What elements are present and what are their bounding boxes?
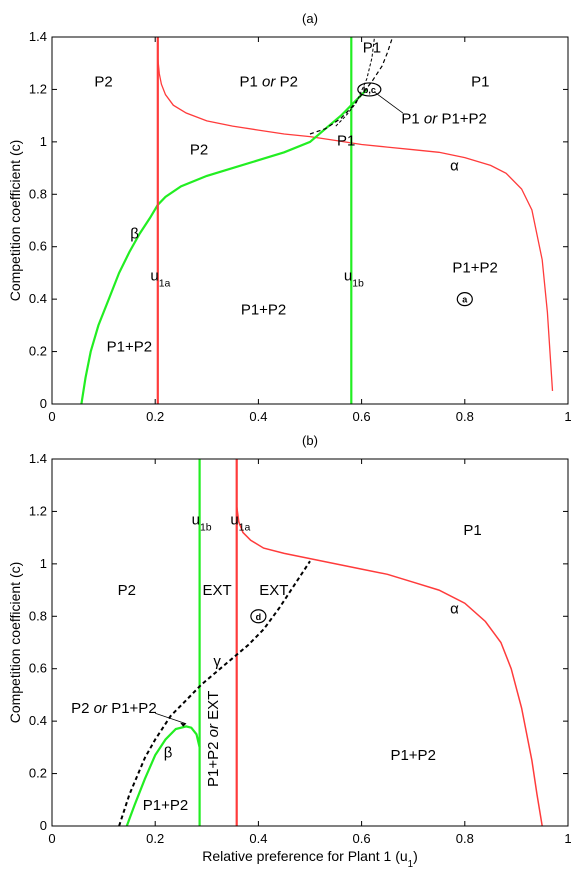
x-tick-label: 0.2	[146, 831, 164, 846]
y-tick-label: 1.4	[29, 451, 47, 466]
rotated-region-label: P1+P2 or EXT	[205, 691, 222, 787]
region-label: P2	[118, 582, 136, 599]
y-tick-label: 0	[40, 396, 47, 411]
panel-title: (b)	[302, 433, 318, 448]
y-tick-label: 0.4	[29, 713, 47, 728]
curve-boundary-5	[335, 37, 375, 127]
x-tick-label: 0.4	[249, 409, 267, 424]
y-tick-label: 1.2	[29, 81, 47, 96]
curve-labelled-0	[157, 57, 554, 391]
marker-label: d	[256, 612, 262, 622]
region-label: γ	[213, 653, 221, 670]
y-tick-label: 1	[40, 556, 47, 571]
region-label: P1+P2	[452, 260, 497, 277]
panel-b: (b) 0 0.2 0.4 0.6 0.8 1 0 0.2 0.4 0.6 0.8 1 1.2 1.4 Com…	[7, 433, 572, 870]
region-label: P1+P2	[241, 302, 286, 319]
panel-a: (a) 0 0.2 0.4 0.6 0.8 1 0 0.2 0.4 0.6 0.8 1 1.2 1.4 Com…	[7, 11, 572, 424]
x-tick-label: 0.6	[353, 409, 371, 424]
curve-labelled-1	[80, 88, 368, 404]
region-label: P1+P2	[143, 797, 188, 814]
x-tick-label: 0.6	[353, 831, 371, 846]
curve-labelled-0	[235, 506, 543, 826]
region-label: u1b	[192, 511, 212, 533]
region-label: P2 or P1+P2	[71, 700, 157, 717]
x-tick-label: 0	[48, 831, 55, 846]
region-label: P1+P2	[107, 338, 152, 355]
y-tick-label: 1	[40, 134, 47, 149]
region-label: P1 or P1+P2	[401, 110, 487, 127]
marker-label: a	[462, 295, 468, 305]
region-label: EXT	[259, 582, 288, 599]
y-tick-label: 0.6	[29, 661, 47, 676]
y-tick-label: 0.8	[29, 186, 47, 201]
region-label: β	[164, 745, 173, 762]
region-label: P1	[337, 133, 355, 150]
x-tick-label: 0.4	[249, 831, 267, 846]
region-label: P1	[363, 39, 381, 56]
curve-labelled-1	[125, 725, 201, 826]
marker-circle	[357, 82, 382, 97]
x-tick-label: 0.8	[456, 831, 474, 846]
region-label: P1+P2	[390, 747, 435, 764]
y-tick-label: 0.6	[29, 239, 47, 254]
region-label: u1a	[230, 511, 250, 533]
marker-label: b,c	[363, 85, 376, 95]
leader-arrow	[180, 722, 187, 727]
y-axis-label: Competition coefficient (c)	[7, 562, 23, 724]
x-tick-label: 0.8	[456, 409, 474, 424]
region-label: α	[450, 157, 459, 174]
x-tick-label: 0	[48, 409, 55, 424]
y-tick-label: 1.4	[29, 29, 47, 44]
y-tick-label: 0.2	[29, 766, 47, 781]
region-label: P2	[190, 142, 208, 159]
region-label: P1 or P2	[240, 74, 298, 91]
plot-frame	[51, 458, 569, 827]
panel-title: (a)	[302, 11, 318, 26]
plot-frame	[51, 36, 569, 405]
region-label: u1b	[344, 268, 364, 290]
y-tick-label: 0.8	[29, 608, 47, 623]
region-label: β	[130, 226, 139, 243]
x-tick-label: 0.2	[146, 409, 164, 424]
region-label: u1a	[150, 268, 170, 290]
region-label: EXT	[203, 582, 232, 599]
leader-line	[155, 712, 187, 725]
x-axis-label: Relative preference for Plant 1 (u1)	[202, 848, 418, 870]
region-label: P1	[463, 522, 481, 539]
curve-labelled-4	[118, 560, 311, 826]
y-tick-label: 0.4	[29, 291, 47, 306]
marker-circle	[456, 292, 473, 307]
x-tick-label: 1	[564, 409, 571, 424]
region-label: P2	[94, 74, 112, 91]
y-axis-label: Competition coefficient (c)	[7, 140, 23, 302]
x-tick-label: 1	[564, 831, 571, 846]
y-tick-label: 1.2	[29, 503, 47, 518]
region-label: P1	[471, 74, 489, 91]
leader-line	[374, 91, 404, 114]
region-label: α	[450, 600, 459, 617]
curves	[118, 459, 543, 826]
y-tick-label: 0.2	[29, 344, 47, 359]
marker-circle	[250, 609, 267, 624]
y-tick-label: 0	[40, 818, 47, 833]
